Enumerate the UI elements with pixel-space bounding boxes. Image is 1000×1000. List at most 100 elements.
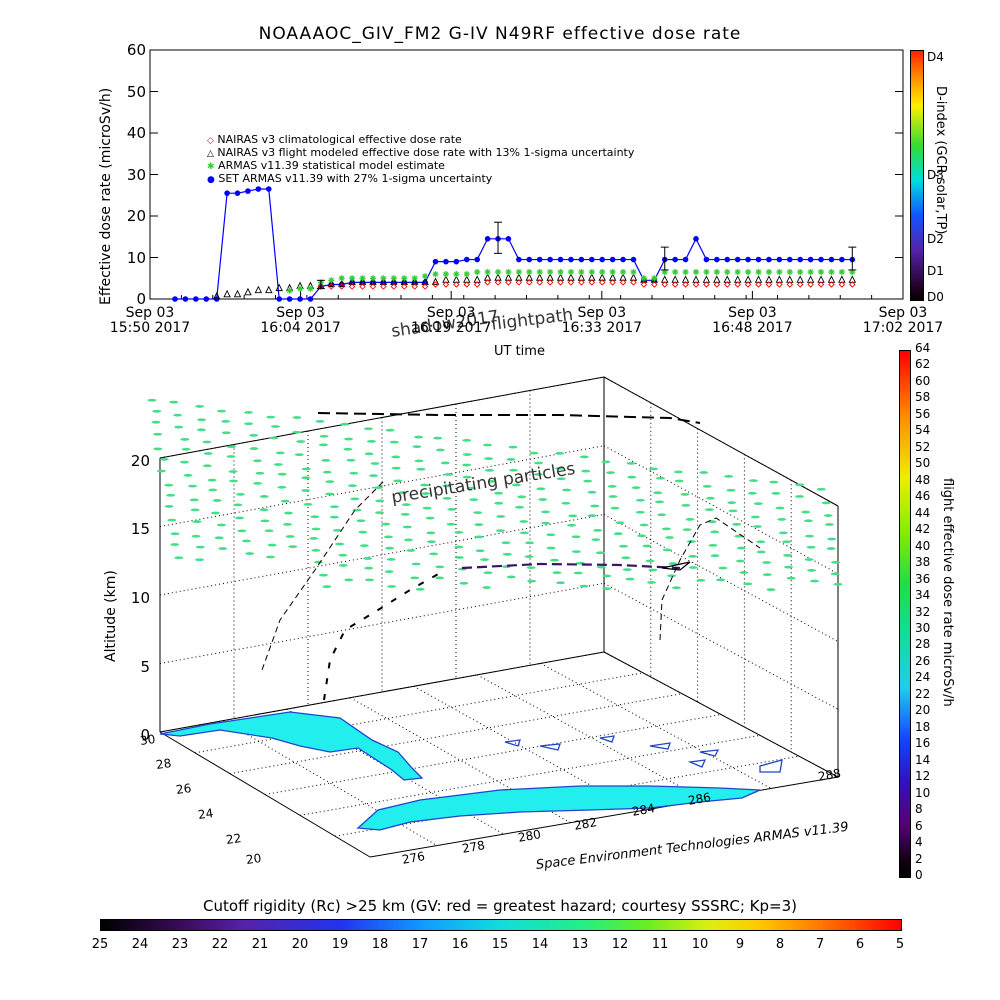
point-nairas-clim (380, 283, 387, 290)
precip-mark (426, 531, 436, 535)
point-set-armas (255, 186, 262, 192)
dose-tick: 50 (915, 456, 931, 471)
point-armas-stat (578, 269, 585, 276)
altitude-tick: 15 (130, 520, 150, 538)
point-nairas-clim (546, 279, 554, 286)
rc-tick: 6 (855, 937, 865, 952)
lat-tick: 28 (155, 756, 173, 772)
y-tick-label: 10 (126, 248, 146, 267)
flightpath-shadow-left (261, 479, 386, 671)
precip-mark (301, 489, 311, 492)
precip-mark (369, 474, 379, 478)
dose-tick: 20 (915, 703, 931, 718)
point-nairas-flight (233, 289, 242, 298)
top-y-axis (150, 49, 903, 300)
precip-mark (625, 577, 635, 581)
precip-mark (601, 460, 611, 464)
point-nairas-clim (348, 283, 356, 290)
point-nairas-clim (849, 281, 856, 288)
point-nairas-clim (515, 279, 523, 286)
point-nairas-clim (838, 281, 846, 288)
rc-tick: 8 (775, 937, 785, 952)
precip-mark (473, 511, 483, 515)
y-tick-label: 20 (126, 207, 146, 225)
rc-tick: 15 (491, 937, 509, 952)
point-nairas-clim (421, 283, 429, 290)
precip-mark (447, 508, 457, 511)
precip-mark (524, 555, 534, 559)
precip-mark (579, 455, 589, 459)
rc-tick: 10 (691, 937, 709, 952)
point-set-armas (755, 256, 762, 263)
precip-mark (771, 491, 781, 495)
point-armas-stat (536, 269, 543, 276)
precip-mark (804, 558, 814, 561)
precip-mark (685, 517, 695, 521)
precip-mark (166, 493, 176, 497)
precip-mark (454, 531, 464, 534)
point-nairas-clim (682, 281, 689, 288)
point-nairas-clim (692, 281, 700, 288)
point-set-armas (432, 258, 439, 265)
precip-mark (444, 473, 454, 476)
precip-mark (525, 541, 535, 545)
precip-mark (153, 447, 163, 451)
precip-mark (365, 578, 375, 582)
flight-3d-chart (147, 376, 843, 858)
point-armas-stat (286, 287, 293, 294)
precip-mark (750, 515, 760, 519)
precip-mark (221, 419, 231, 423)
precip-mark (501, 541, 511, 545)
point-set-armas (557, 256, 564, 263)
precip-mark (249, 447, 259, 450)
point-set-armas (807, 256, 814, 263)
precip-mark (264, 529, 274, 533)
point-armas-stat (442, 271, 449, 278)
precip-mark (732, 522, 742, 526)
precip-mark (429, 552, 439, 556)
point-nairas-clim (588, 279, 596, 286)
precip-mark (724, 475, 734, 478)
precip-mark (736, 546, 746, 550)
precip-mark (519, 531, 529, 535)
point-armas-stat (369, 275, 376, 282)
precip-mark (319, 434, 329, 438)
precip-mark (366, 439, 376, 443)
precip-mark (344, 437, 354, 441)
precip-mark (402, 525, 412, 529)
precip-mark (626, 462, 636, 465)
precip-mark (325, 492, 335, 496)
point-nairas-clim (432, 281, 439, 288)
precip-mark (170, 543, 180, 546)
precip-mark (415, 587, 425, 591)
precip-mark (567, 523, 577, 527)
precip-mark (495, 529, 505, 532)
precip-mark (197, 418, 207, 422)
precip-mark (506, 458, 516, 461)
lat-tick: 22 (225, 831, 243, 847)
precip-mark (762, 573, 772, 576)
dose-tick: 64 (915, 341, 931, 355)
precip-mark (292, 430, 302, 434)
precip-mark (753, 502, 763, 506)
precip-mark (673, 470, 683, 474)
y-tick-label: 30 (126, 165, 146, 184)
rc-tick: 12 (611, 937, 629, 952)
y-tick-label: 50 (126, 82, 146, 101)
precip-mark (816, 487, 826, 491)
precip-mark (807, 568, 817, 572)
precip-mark (573, 571, 583, 575)
precip-mark (292, 416, 302, 419)
precip-mark (639, 523, 649, 527)
precip-mark (778, 531, 788, 535)
precip-mark (496, 515, 506, 518)
precip-mark (241, 539, 251, 543)
precip-mark (749, 479, 759, 483)
flightpath-climb (323, 572, 441, 701)
point-nairas-clim (817, 281, 825, 288)
precip-mark (442, 484, 452, 488)
precip-mark (726, 488, 736, 492)
rc-tick: 19 (331, 937, 349, 952)
island-outline (504, 739, 521, 747)
top-series-layer (172, 186, 857, 302)
